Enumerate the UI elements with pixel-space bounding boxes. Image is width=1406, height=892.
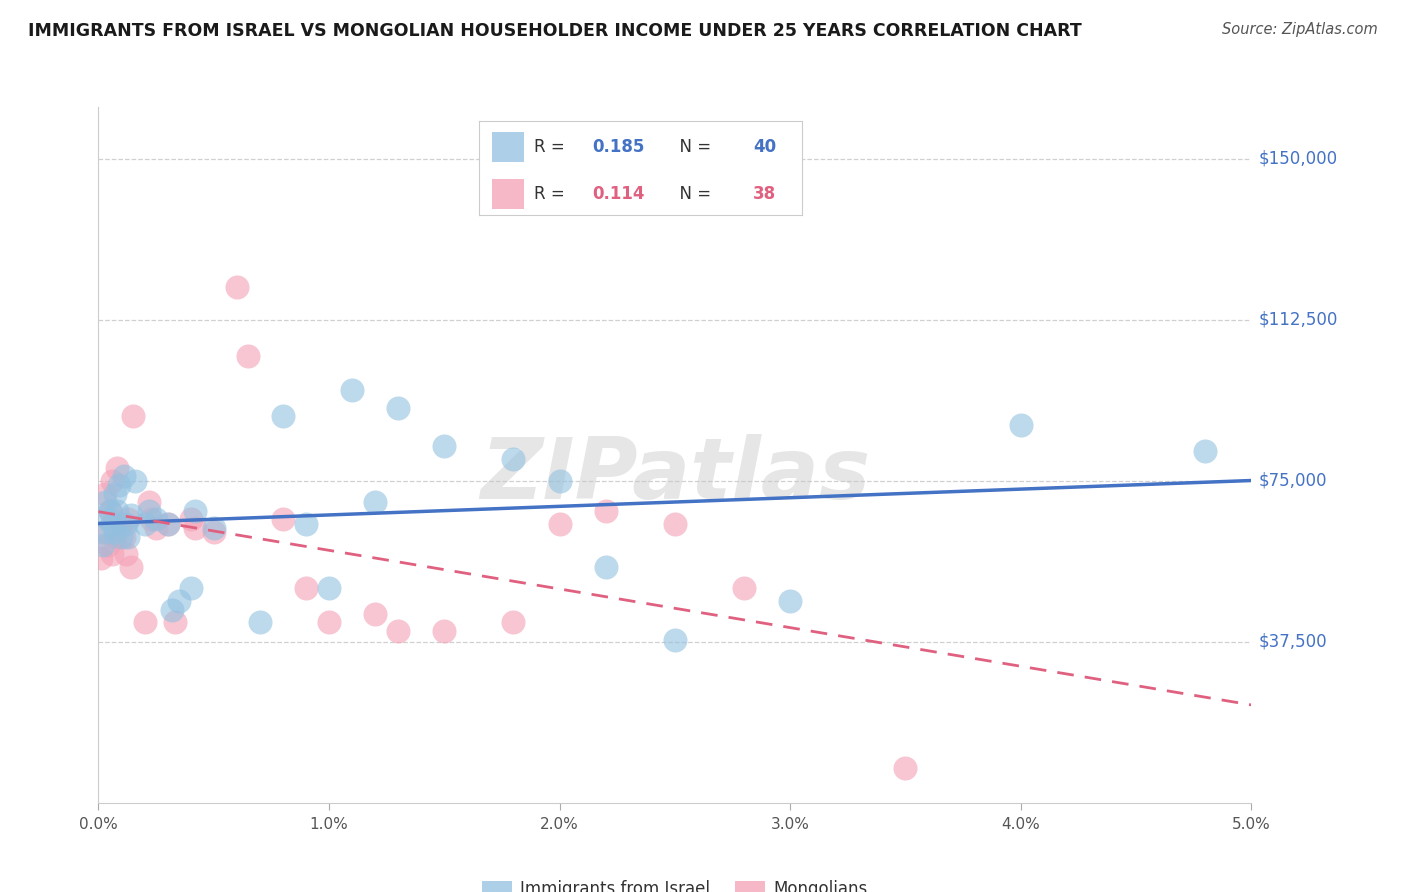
Point [120,508,142,522]
Point [101,516,124,531]
Point [548,516,571,531]
Text: ZIPatlas: ZIPatlas [479,434,870,517]
Point [271,512,294,526]
Point [134,615,156,630]
Point [387,624,409,638]
Point [141,512,163,526]
Point [167,594,190,608]
Point [94,525,117,540]
Point [98,504,121,518]
Point [184,521,207,535]
Point [103,486,125,500]
Point [160,602,183,616]
Text: $150,000: $150,000 [1258,150,1337,168]
Text: IMMIGRANTS FROM ISRAEL VS MONGOLIAN HOUSEHOLDER INCOME UNDER 25 YEARS CORRELATIO: IMMIGRANTS FROM ISRAEL VS MONGOLIAN HOUS… [28,22,1081,40]
Point [156,516,179,531]
Point [110,529,132,543]
Point [180,581,202,595]
Point [156,516,179,531]
Point [91,525,114,540]
Text: $75,000: $75,000 [1258,472,1327,490]
Point [295,516,318,531]
Point [1010,417,1032,432]
Point [98,504,121,518]
Point [163,615,186,630]
Point [145,512,167,526]
Point [184,504,207,518]
Point [112,529,135,543]
Point [238,349,260,363]
Point [225,280,247,294]
Point [387,401,409,415]
Text: $37,500: $37,500 [1258,632,1327,651]
Legend: Immigrants from Israel, Mongolians: Immigrants from Israel, Mongolians [475,874,875,892]
Point [202,521,225,535]
Point [295,581,318,595]
Point [97,512,120,526]
Point [318,581,340,595]
Point [318,615,340,630]
Point [91,538,114,552]
Point [138,495,160,509]
Point [115,516,138,531]
Point [134,516,156,531]
Point [110,516,132,531]
Text: $112,500: $112,500 [1258,310,1337,328]
Point [101,547,124,561]
Point [548,474,571,488]
Point [733,581,755,595]
Point [94,495,117,509]
Point [115,547,138,561]
Point [97,538,120,552]
Point [122,409,145,424]
Point [502,615,524,630]
Point [117,529,139,543]
Point [595,504,617,518]
Point [202,525,225,540]
Point [364,607,387,621]
Point [105,460,128,475]
Point [271,409,294,424]
Point [433,624,456,638]
Point [90,551,112,566]
Point [1194,443,1216,458]
Point [779,594,801,608]
Point [124,474,146,488]
Point [105,504,128,518]
Point [103,529,125,543]
Point [101,474,124,488]
Point [112,469,135,483]
Point [894,761,917,775]
Point [364,495,387,509]
Point [117,512,139,526]
Point [340,384,363,398]
Point [120,559,142,574]
Point [664,516,686,531]
Point [180,512,202,526]
Point [145,521,167,535]
Point [595,559,617,574]
Point [249,615,271,630]
Point [103,525,125,540]
Point [94,486,117,500]
Text: Source: ZipAtlas.com: Source: ZipAtlas.com [1222,22,1378,37]
Point [138,504,160,518]
Point [664,632,686,647]
Point [108,478,131,492]
Point [433,439,456,453]
Point [502,452,524,467]
